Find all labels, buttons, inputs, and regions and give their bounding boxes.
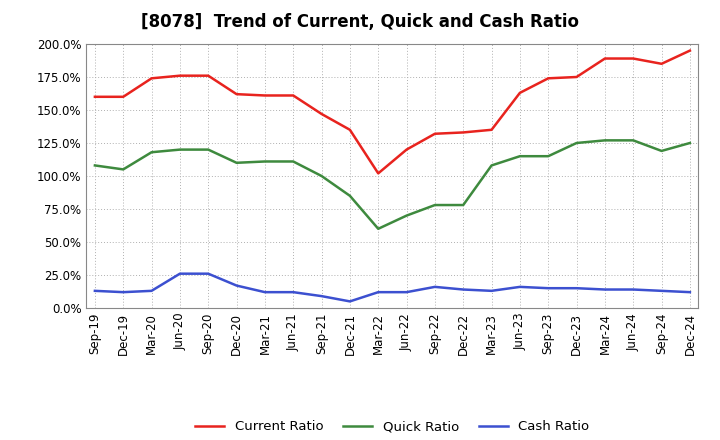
Quick Ratio [261,159,269,164]
Current Ratio [119,94,127,99]
Quick Ratio [148,150,156,155]
Current Ratio [176,73,184,78]
Cash Ratio [685,290,694,295]
Line: Quick Ratio: Quick Ratio [95,140,690,229]
Quick Ratio [657,148,666,154]
Quick Ratio [318,173,326,179]
Current Ratio [685,48,694,53]
Current Ratio [657,61,666,66]
Current Ratio [487,127,496,132]
Text: [8078]  Trend of Current, Quick and Cash Ratio: [8078] Trend of Current, Quick and Cash … [141,13,579,31]
Quick Ratio [459,202,467,208]
Cash Ratio [318,293,326,299]
Current Ratio [318,111,326,117]
Current Ratio [544,76,552,81]
Cash Ratio [544,286,552,291]
Quick Ratio [544,154,552,159]
Current Ratio [629,56,637,61]
Cash Ratio [261,290,269,295]
Quick Ratio [346,193,354,198]
Cash Ratio [516,284,524,290]
Cash Ratio [289,290,297,295]
Current Ratio [459,130,467,135]
Current Ratio [516,90,524,95]
Quick Ratio [289,159,297,164]
Quick Ratio [402,213,411,218]
Legend: Current Ratio, Quick Ratio, Cash Ratio: Current Ratio, Quick Ratio, Cash Ratio [190,415,595,439]
Line: Cash Ratio: Cash Ratio [95,274,690,301]
Cash Ratio [572,286,581,291]
Cash Ratio [487,288,496,293]
Current Ratio [374,171,382,176]
Quick Ratio [516,154,524,159]
Quick Ratio [119,167,127,172]
Quick Ratio [685,140,694,146]
Quick Ratio [600,138,609,143]
Current Ratio [261,93,269,98]
Quick Ratio [431,202,439,208]
Current Ratio [91,94,99,99]
Line: Current Ratio: Current Ratio [95,51,690,173]
Current Ratio [204,73,212,78]
Cash Ratio [119,290,127,295]
Current Ratio [600,56,609,61]
Current Ratio [289,93,297,98]
Current Ratio [148,76,156,81]
Cash Ratio [374,290,382,295]
Quick Ratio [629,138,637,143]
Cash Ratio [459,287,467,292]
Current Ratio [402,147,411,152]
Cash Ratio [629,287,637,292]
Current Ratio [572,74,581,80]
Cash Ratio [176,271,184,276]
Cash Ratio [600,287,609,292]
Current Ratio [431,131,439,136]
Cash Ratio [233,283,241,288]
Current Ratio [346,127,354,132]
Cash Ratio [91,288,99,293]
Cash Ratio [204,271,212,276]
Cash Ratio [346,299,354,304]
Cash Ratio [402,290,411,295]
Cash Ratio [431,284,439,290]
Current Ratio [233,92,241,97]
Quick Ratio [374,226,382,231]
Cash Ratio [148,288,156,293]
Quick Ratio [176,147,184,152]
Quick Ratio [487,163,496,168]
Cash Ratio [657,288,666,293]
Quick Ratio [572,140,581,146]
Quick Ratio [91,163,99,168]
Quick Ratio [204,147,212,152]
Quick Ratio [233,160,241,165]
